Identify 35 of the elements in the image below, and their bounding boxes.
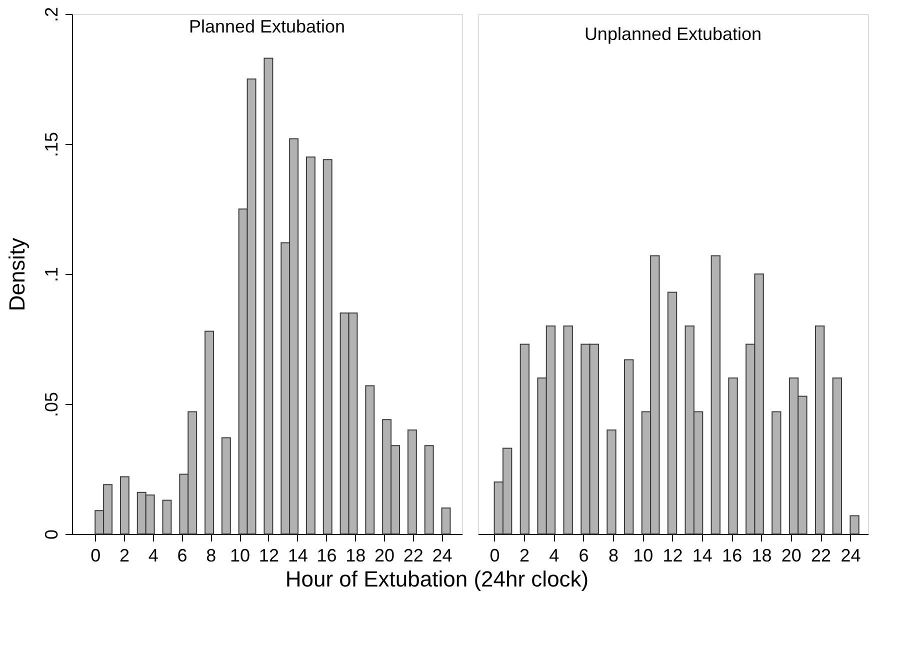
x-tick-label: 12 [258, 546, 279, 566]
x-tick-label: 24 [432, 546, 452, 566]
y-tick-label: .1 [42, 266, 62, 282]
y-tick-label: .05 [42, 392, 62, 418]
x-tick-label: 18 [346, 546, 366, 566]
x-tick-label: 14 [288, 546, 308, 566]
x-tick-label: 14 [692, 546, 712, 566]
x-tick-label: 2 [519, 546, 530, 566]
x-tick-label: 18 [752, 546, 772, 566]
x-tick-label: 22 [811, 546, 832, 566]
x-tick-label: 2 [119, 546, 130, 566]
y-tick-label: .2 [42, 6, 62, 22]
x-tick-label: 10 [230, 546, 250, 566]
chart-title: Planned Extubation [188, 16, 346, 36]
y-tick-label: 0 [42, 529, 62, 540]
y-axis-title: Density [4, 238, 30, 312]
x-tick-label: 22 [403, 546, 424, 566]
x-tick-label: 8 [206, 546, 216, 566]
x-tick-label: 20 [781, 546, 802, 566]
x-tick-label: 6 [578, 546, 589, 566]
x-tick-label: 4 [549, 546, 560, 566]
x-tick-label: 24 [840, 546, 861, 566]
x-tick-label: 6 [177, 546, 188, 566]
text: Unplanned Extubation [584, 24, 762, 44]
x-tick-label: 0 [90, 546, 101, 566]
x-tick-label: 12 [662, 546, 683, 566]
x-tick-label: 10 [633, 546, 654, 566]
y-tick-label: .15 [42, 132, 62, 158]
x-tick-label: 20 [374, 546, 395, 566]
x-tick-label: 8 [608, 546, 618, 566]
x-axis-title: Hour of Extubation (24hr clock) [285, 566, 589, 592]
x-tick-label: 4 [148, 546, 158, 566]
x-tick-label: 16 [722, 546, 742, 566]
x-tick-label: 0 [490, 546, 500, 566]
x-tick-label: 16 [316, 546, 337, 566]
